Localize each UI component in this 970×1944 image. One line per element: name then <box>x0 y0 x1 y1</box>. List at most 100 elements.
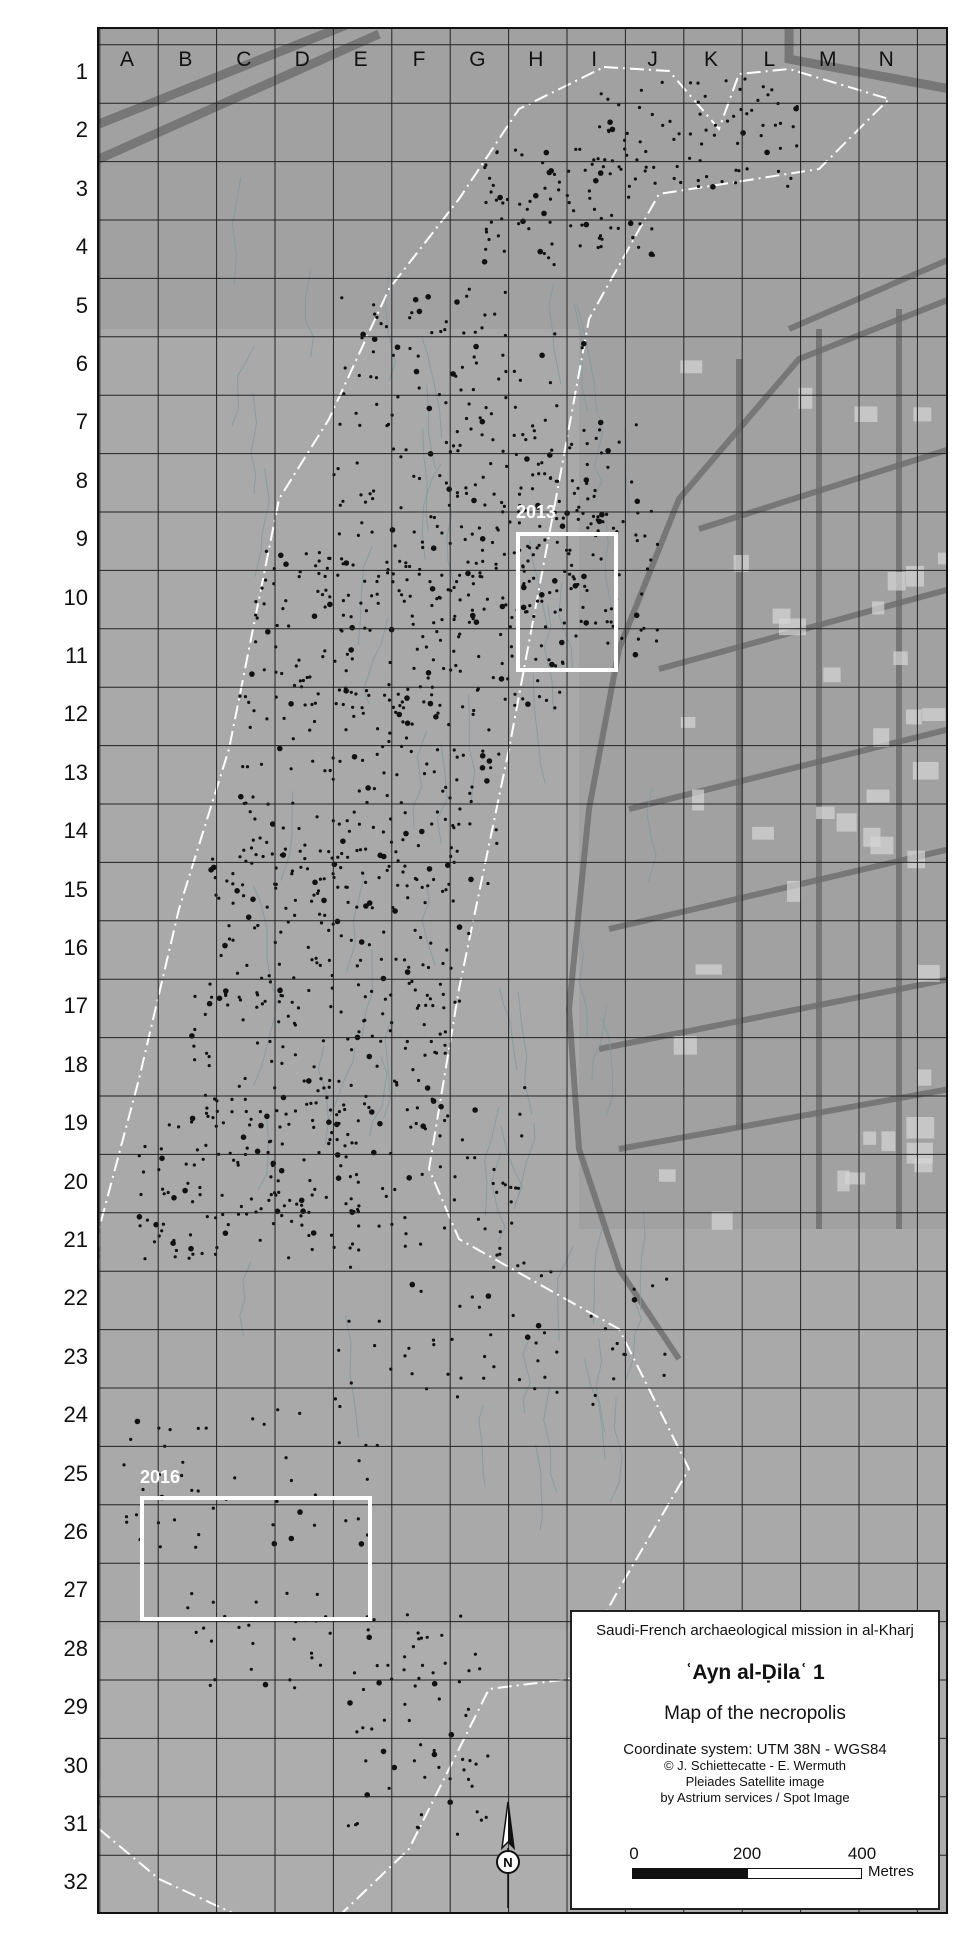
tomb-marker <box>778 146 783 150</box>
tomb-marker <box>582 428 586 432</box>
tomb-marker <box>297 658 301 662</box>
tomb-marker <box>385 793 389 798</box>
tomb-marker <box>432 1343 436 1347</box>
tomb-marker <box>312 893 316 897</box>
tomb-marker <box>210 995 214 999</box>
tomb-marker <box>455 580 459 584</box>
wadi-channel <box>253 993 278 1086</box>
tomb-marker <box>426 884 430 888</box>
tomb-marker <box>402 599 406 603</box>
tomb-marker <box>299 865 303 869</box>
site-name: ʿAyn al-Ḍilaʿ 1 <box>685 1661 825 1684</box>
tomb-marker <box>278 1125 282 1129</box>
tomb-marker <box>494 562 498 566</box>
tomb-marker <box>536 1359 540 1363</box>
tomb-marker <box>307 988 311 993</box>
tomb-marker <box>341 613 345 617</box>
wadi-channel <box>592 416 603 502</box>
tomb-marker <box>186 1181 190 1185</box>
tomb-marker <box>187 1256 191 1260</box>
grid-row-label: 21 <box>63 1227 88 1252</box>
tomb-marker <box>269 1193 273 1197</box>
tomb-marker <box>339 1010 343 1014</box>
tomb-marker <box>457 1680 461 1684</box>
tomb-marker <box>634 498 641 505</box>
tomb-marker <box>338 1404 342 1409</box>
tomb-marker <box>660 80 664 84</box>
tomb-marker <box>440 531 444 535</box>
tomb-marker <box>594 621 598 625</box>
tomb-marker <box>387 683 391 687</box>
tomb-marker <box>315 815 319 819</box>
tomb-marker <box>383 997 387 1001</box>
tomb-marker <box>513 692 517 696</box>
tomb-marker <box>415 877 419 882</box>
tomb-marker <box>604 609 608 613</box>
tomb-marker <box>591 1402 595 1406</box>
tomb-marker <box>404 448 408 452</box>
tomb-marker <box>350 657 354 661</box>
tomb-marker <box>281 1045 285 1049</box>
tomb-marker <box>750 108 754 112</box>
tomb-marker <box>153 1221 159 1228</box>
tomb-marker <box>495 151 499 155</box>
tomb-marker <box>356 1180 360 1184</box>
tomb-marker <box>277 1000 281 1004</box>
grid-row-label: 30 <box>63 1752 88 1778</box>
tomb-marker <box>223 988 229 994</box>
tomb-marker <box>501 596 505 600</box>
tomb-marker <box>332 473 336 477</box>
tomb-marker <box>598 428 602 432</box>
tomb-marker <box>473 619 480 625</box>
tomb-marker <box>407 965 411 969</box>
tomb-marker <box>570 442 574 446</box>
tomb-marker <box>326 1119 332 1125</box>
tomb-marker <box>550 242 554 246</box>
building <box>917 964 940 982</box>
tomb-marker <box>284 1112 288 1116</box>
tomb-marker <box>419 1743 423 1747</box>
tomb-marker <box>328 595 332 599</box>
tomb-marker <box>318 1663 323 1667</box>
tomb-marker <box>310 1230 317 1236</box>
tomb-marker <box>312 1125 316 1129</box>
wadi-channel <box>317 1046 329 1144</box>
credit-provider: by Astrium services / Spot Image <box>660 1790 850 1805</box>
tomb-marker <box>380 1748 387 1755</box>
tomb-marker <box>766 93 770 97</box>
tomb-marker <box>284 599 288 603</box>
tomb-marker <box>298 849 302 853</box>
tomb-marker <box>479 536 486 542</box>
tomb-marker <box>617 573 621 577</box>
tomb-marker <box>518 202 522 206</box>
tomb-marker <box>596 245 600 250</box>
tomb-marker <box>696 178 700 183</box>
tomb-marker <box>255 1041 260 1045</box>
tomb-marker <box>236 1212 241 1216</box>
tomb-marker <box>349 615 353 619</box>
tomb-marker <box>440 1633 444 1637</box>
tomb-marker <box>605 448 611 454</box>
tomb-marker <box>417 1676 421 1680</box>
tomb-marker <box>205 1051 209 1055</box>
tomb-marker <box>423 1053 427 1057</box>
tomb-marker <box>231 872 235 876</box>
wadi-channel <box>478 1405 486 1488</box>
tomb-marker <box>606 128 611 132</box>
tomb-marker <box>347 829 351 833</box>
tomb-marker <box>561 661 565 666</box>
tomb-marker <box>637 105 642 110</box>
tomb-marker <box>489 412 493 416</box>
tomb-marker <box>254 1148 261 1155</box>
tomb-marker <box>412 666 416 671</box>
tomb-marker <box>559 639 565 646</box>
map-frame <box>97 27 948 1914</box>
tomb-marker <box>572 583 579 589</box>
building <box>837 1170 850 1192</box>
tomb-marker <box>330 1131 334 1135</box>
tomb-marker <box>319 1077 323 1081</box>
wadi-channel <box>305 270 314 357</box>
tomb-marker <box>226 1223 230 1227</box>
tomb-marker <box>430 1097 434 1101</box>
tomb-marker <box>174 1248 178 1253</box>
